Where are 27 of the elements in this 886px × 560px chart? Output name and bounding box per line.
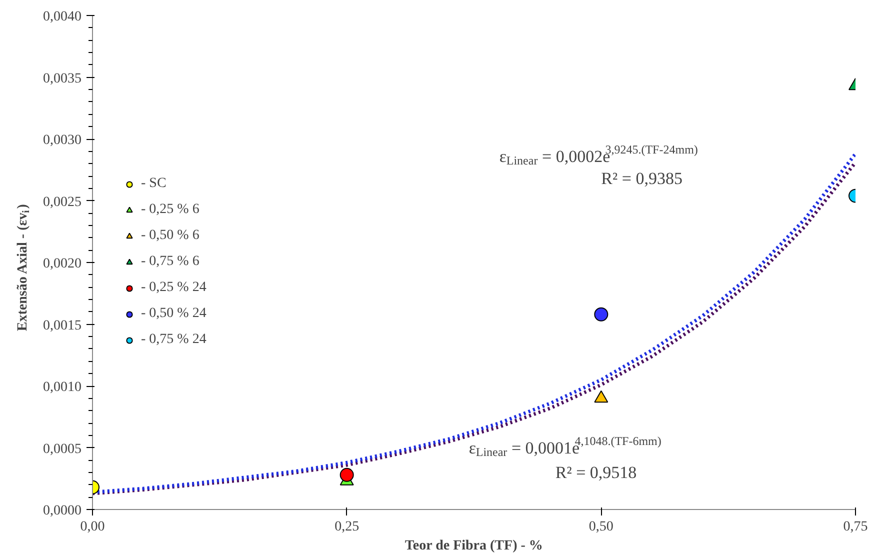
point bbox=[594, 390, 608, 403]
point bbox=[340, 468, 354, 482]
x-tick-label: 0,00 bbox=[80, 520, 105, 534]
annotation: R² = 0,9518 bbox=[555, 462, 637, 482]
x-axis-title: Teor de Fibra (TF) - % bbox=[404, 538, 543, 554]
legend-label: - 0,25 % 6 bbox=[141, 202, 200, 218]
x-tick-label: 0,50 bbox=[588, 520, 614, 534]
y-tick-label: 0,0000 bbox=[43, 504, 82, 518]
legend-label: - 0,50 % 24 bbox=[141, 306, 206, 322]
y-tick-label: 0,0015 bbox=[43, 318, 82, 334]
y-tick-label: 0,0030 bbox=[43, 133, 82, 148]
y-axis-title: Extensão Axial - (εvi) bbox=[16, 204, 32, 332]
x-tick-label: 0,75 bbox=[843, 520, 868, 534]
y-tick-label: 0,0040 bbox=[43, 10, 82, 24]
y-tick-label: 0,0020 bbox=[43, 256, 82, 272]
y-tick-label: 0,0035 bbox=[43, 71, 82, 86]
legend-label: - SC bbox=[141, 176, 166, 192]
y-tick-label: 0,0025 bbox=[43, 194, 82, 210]
legend-label: - 0,50 % 6 bbox=[141, 228, 200, 244]
legend-label: - 0,75 % 24 bbox=[141, 332, 206, 348]
legend-label: - 0,25 % 24 bbox=[141, 280, 206, 296]
y-tick-label: 0,0010 bbox=[43, 380, 82, 395]
point bbox=[594, 307, 608, 322]
annotation: R² = 0,9385 bbox=[601, 169, 682, 188]
legend-label: - 0,75 % 6 bbox=[141, 254, 200, 270]
y-tick-label: 0,0005 bbox=[43, 442, 82, 457]
x-tick-label: 0,25 bbox=[334, 520, 360, 534]
